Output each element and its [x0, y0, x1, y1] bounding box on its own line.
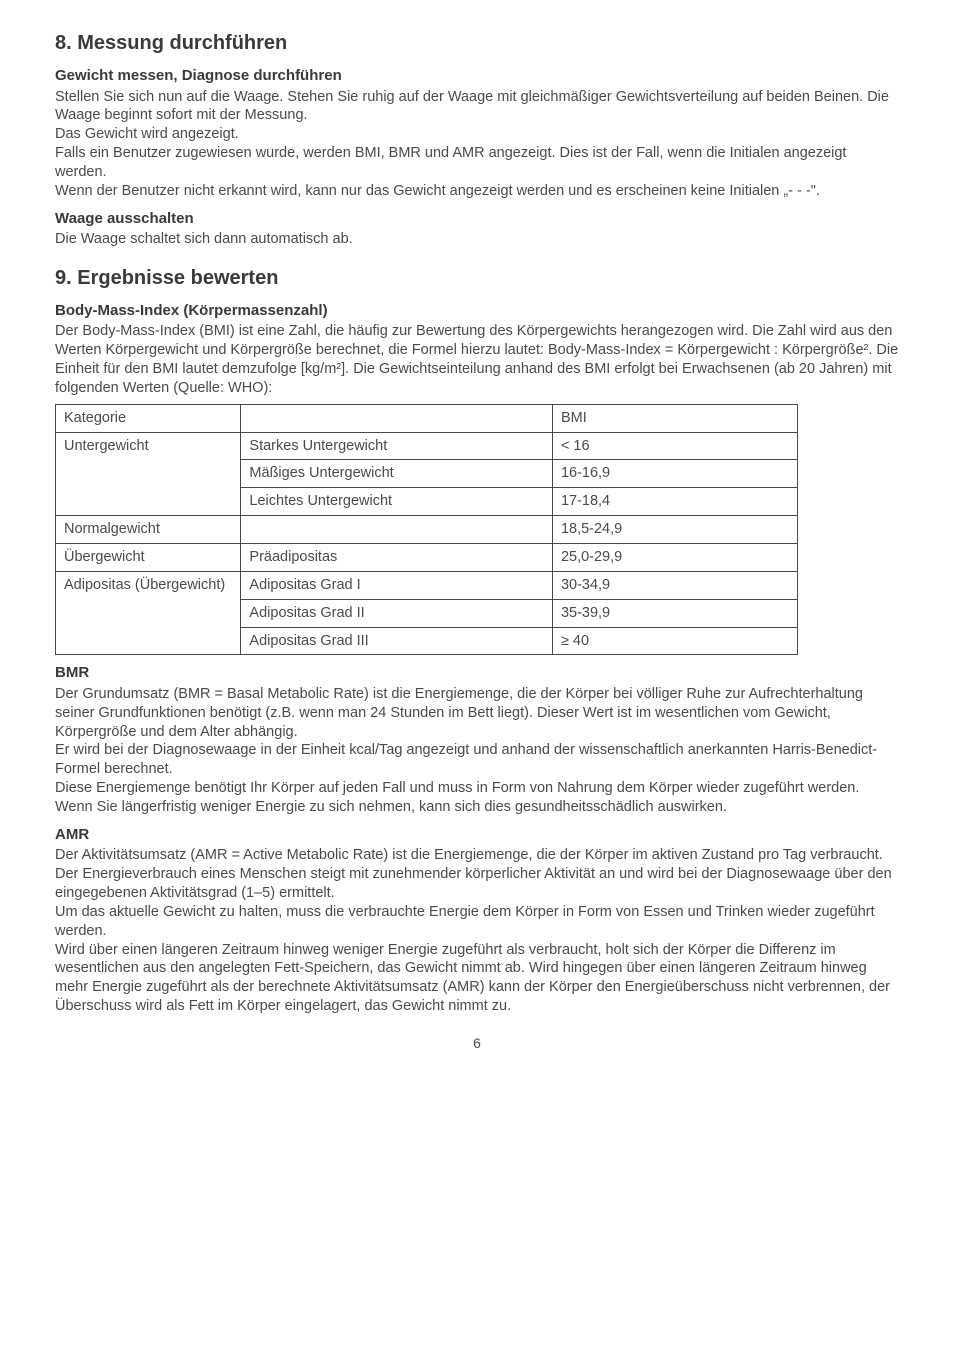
table-cell [241, 404, 553, 432]
table-cell: Adipositas Grad I [241, 571, 553, 599]
table-cell: 35-39,9 [552, 599, 797, 627]
table-cell: Starkes Untergewicht [241, 432, 553, 460]
table-cell: Leichtes Untergewicht [241, 488, 553, 516]
body-text: Diese Energiemenge benötigt Ihr Körper a… [55, 779, 899, 817]
body-text: Die Waage schaltet sich dann automatisch… [55, 230, 899, 249]
table-cell: Adipositas Grad III [241, 627, 553, 655]
body-text: Um das aktuelle Gewicht zu halten, muss … [55, 903, 899, 941]
table-cell: 18,5-24,9 [552, 516, 797, 544]
table-cell: Mäßiges Untergewicht [241, 460, 553, 488]
body-text: Stellen Sie sich nun auf die Waage. Steh… [55, 88, 899, 126]
table-cell: ≥ 40 [552, 627, 797, 655]
table-cell: 16-16,9 [552, 460, 797, 488]
section-9-sub2-title: BMR [55, 663, 899, 683]
body-text: Wird über einen längeren Zeitraum hinweg… [55, 941, 899, 1016]
section-8-heading: 8. Messung durchführen [55, 30, 899, 56]
section-9-sub1-title: Body-Mass-Index (Körpermassenzahl) [55, 301, 899, 321]
body-text: Der Grundumsatz (BMR = Basal Metabolic R… [55, 685, 899, 742]
section-8-sub1-title: Gewicht messen, Diagnose durchführen [55, 66, 899, 86]
page-number: 6 [55, 1034, 899, 1052]
section-9-heading: 9. Ergebnisse bewerten [55, 265, 899, 291]
body-text: Falls ein Benutzer zugewiesen wurde, wer… [55, 144, 899, 182]
table-row: Normalgewicht 18,5-24,9 [56, 516, 798, 544]
table-cell: < 16 [552, 432, 797, 460]
bmi-table: Kategorie BMI Untergewicht Starkes Unter… [55, 404, 798, 656]
table-cell: BMI [552, 404, 797, 432]
section-8-sub2-title: Waage ausschalten [55, 209, 899, 229]
table-cell: Übergewicht [56, 544, 241, 572]
section-9: 9. Ergebnisse bewerten Body-Mass-Index (… [55, 265, 899, 1016]
body-text: Wenn der Benutzer nicht erkannt wird, ka… [55, 182, 899, 201]
table-cell [241, 516, 553, 544]
section-9-sub3-title: AMR [55, 825, 899, 845]
table-cell: Untergewicht [56, 432, 241, 516]
table-cell: Adipositas (Übergewicht) [56, 571, 241, 655]
body-text: Der Body-Mass-Index (BMI) ist eine Zahl,… [55, 322, 899, 397]
table-cell: 17-18,4 [552, 488, 797, 516]
section-8: 8. Messung durchführen Gewicht messen, D… [55, 30, 899, 249]
table-cell: Präadipositas [241, 544, 553, 572]
table-row: Untergewicht Starkes Untergewicht < 16 [56, 432, 798, 460]
table-row: Adipositas (Übergewicht) Adipositas Grad… [56, 571, 798, 599]
table-cell: Normalgewicht [56, 516, 241, 544]
table-row: Kategorie BMI [56, 404, 798, 432]
body-text: Der Aktivitätsumsatz (AMR = Active Metab… [55, 846, 899, 903]
table-cell: 25,0-29,9 [552, 544, 797, 572]
table-cell: Kategorie [56, 404, 241, 432]
body-text: Das Gewicht wird angezeigt. [55, 125, 899, 144]
table-cell: 30-34,9 [552, 571, 797, 599]
table-row: Übergewicht Präadipositas 25,0-29,9 [56, 544, 798, 572]
body-text: Er wird bei der Diagnosewaage in der Ein… [55, 741, 899, 779]
table-cell: Adipositas Grad II [241, 599, 553, 627]
